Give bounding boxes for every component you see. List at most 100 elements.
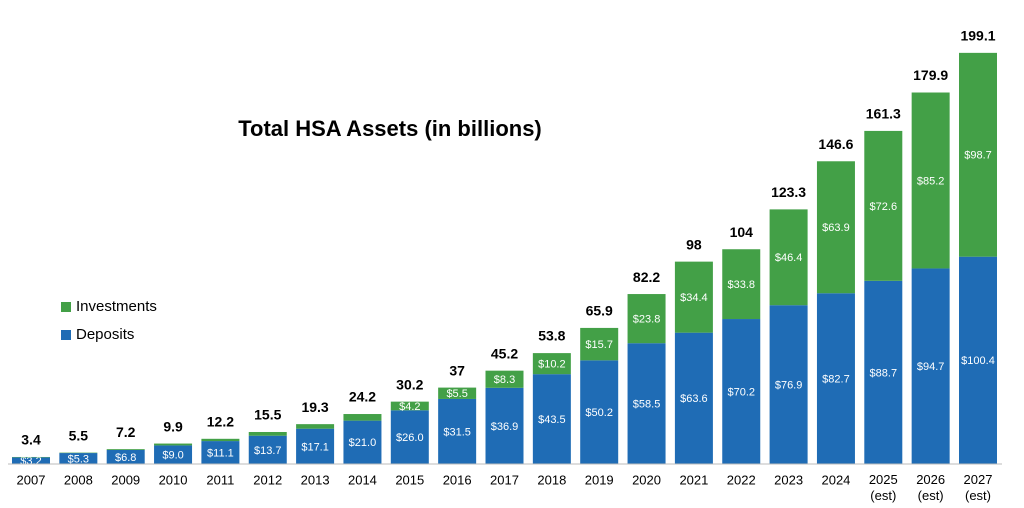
value-label: $31.5	[443, 426, 471, 438]
total-label: 146.6	[818, 136, 853, 152]
total-label: 82.2	[633, 269, 660, 285]
bar-segment	[627, 294, 666, 344]
x-tick-label: 2009	[111, 472, 140, 487]
bar-segment	[722, 319, 761, 464]
bar-segment	[627, 343, 666, 464]
bar-segment	[769, 209, 808, 306]
total-label: 24.2	[349, 389, 376, 405]
bar-segment	[864, 130, 903, 281]
bar-segment	[816, 161, 855, 294]
value-label: $72.6	[870, 201, 898, 213]
legend-label: Deposits	[76, 326, 134, 343]
value-label: $46.4	[775, 252, 803, 264]
bar-segment	[390, 410, 429, 464]
bar-segment	[674, 261, 713, 333]
bar-segment	[580, 327, 619, 361]
total-label: 179.9	[913, 67, 948, 83]
value-label: $82.7	[822, 374, 850, 386]
bar-segment	[911, 268, 950, 464]
bar-segment	[485, 370, 524, 388]
value-label: $15.7	[585, 339, 613, 351]
value-label: $58.5	[633, 399, 661, 411]
bar-segment	[59, 453, 98, 464]
value-label: $3.2	[20, 456, 41, 468]
total-label: 161.3	[866, 106, 901, 122]
x-tick-label: 2022	[727, 472, 756, 487]
x-tick-label: 2007	[17, 472, 46, 487]
bar-segment	[296, 428, 335, 464]
x-tick-label: 2021	[679, 472, 708, 487]
bar-segment	[154, 443, 193, 446]
bar-segment	[911, 92, 950, 269]
value-label: $85.2	[917, 175, 945, 187]
x-tick-label: 2025 (est)	[869, 472, 898, 503]
value-label: $50.2	[585, 407, 613, 419]
total-label: 37	[449, 362, 465, 378]
bar-segment	[485, 387, 524, 464]
x-tick-label: 2010	[159, 472, 188, 487]
x-tick-label: 2023	[774, 472, 803, 487]
value-label: $33.8	[727, 279, 755, 291]
bar-segment	[106, 449, 145, 450]
total-label: 98	[686, 236, 702, 252]
bar-segment	[532, 353, 571, 375]
total-label: 7.2	[116, 424, 136, 440]
total-label: 9.9	[163, 418, 183, 434]
x-tick-label: 2018	[537, 472, 566, 487]
x-tick-label: 2015	[395, 472, 424, 487]
bar-segment	[248, 435, 287, 464]
bar-segment	[816, 293, 855, 464]
value-label: $8.3	[494, 374, 515, 386]
value-label: $34.4	[680, 292, 708, 304]
chart-title: Total HSA Assets (in billions)	[238, 116, 542, 141]
bar-segment	[438, 398, 477, 464]
bar-segment	[438, 387, 477, 399]
x-tick-label: 2008	[64, 472, 93, 487]
x-tick-label: 2012	[253, 472, 282, 487]
legend-label: Investments	[76, 298, 157, 315]
value-label: $5.3	[68, 453, 89, 465]
bar-segment	[248, 431, 287, 436]
total-label: 65.9	[586, 303, 613, 319]
value-label: $63.6	[680, 393, 708, 405]
value-label: $76.9	[775, 380, 803, 392]
total-label: 3.4	[21, 432, 41, 448]
value-label: $43.5	[538, 414, 566, 426]
total-label: 104	[730, 224, 754, 240]
total-label: 123.3	[771, 184, 806, 200]
x-tick-label: 2017	[490, 472, 519, 487]
bar-segment	[864, 280, 903, 464]
value-label: $100.4	[961, 355, 995, 367]
x-tick-label: 2013	[301, 472, 330, 487]
bar-segment	[106, 449, 145, 464]
total-label: 199.1	[960, 28, 995, 44]
total-label: 15.5	[254, 407, 281, 423]
bar-segment	[201, 441, 240, 464]
value-label: $21.0	[349, 437, 377, 449]
x-tick-label: 2011	[206, 472, 234, 487]
value-label: $94.7	[917, 361, 945, 373]
legend-swatch	[61, 302, 71, 312]
value-label: $17.1	[301, 441, 329, 453]
total-label: 53.8	[538, 328, 565, 344]
x-tick-label: 2024	[821, 472, 850, 487]
value-label: $4.2	[399, 401, 420, 413]
value-label: $11.1	[207, 447, 234, 459]
bar-segment	[580, 360, 619, 464]
bar-segment	[722, 249, 761, 320]
value-label: $36.9	[491, 421, 519, 433]
total-label: 30.2	[396, 376, 423, 392]
total-label: 12.2	[207, 414, 234, 430]
bar-segment	[959, 52, 997, 257]
bar-segment	[201, 438, 240, 442]
value-label: $13.7	[254, 445, 282, 457]
x-tick-label: 2027 (est)	[964, 472, 993, 503]
total-label: 5.5	[69, 427, 89, 443]
value-label: $6.8	[115, 452, 136, 464]
value-label: $70.2	[727, 386, 755, 398]
bar-segment	[154, 445, 193, 464]
value-label: $9.0	[162, 450, 183, 462]
total-label: 19.3	[301, 399, 328, 415]
value-label: $10.2	[538, 359, 566, 371]
